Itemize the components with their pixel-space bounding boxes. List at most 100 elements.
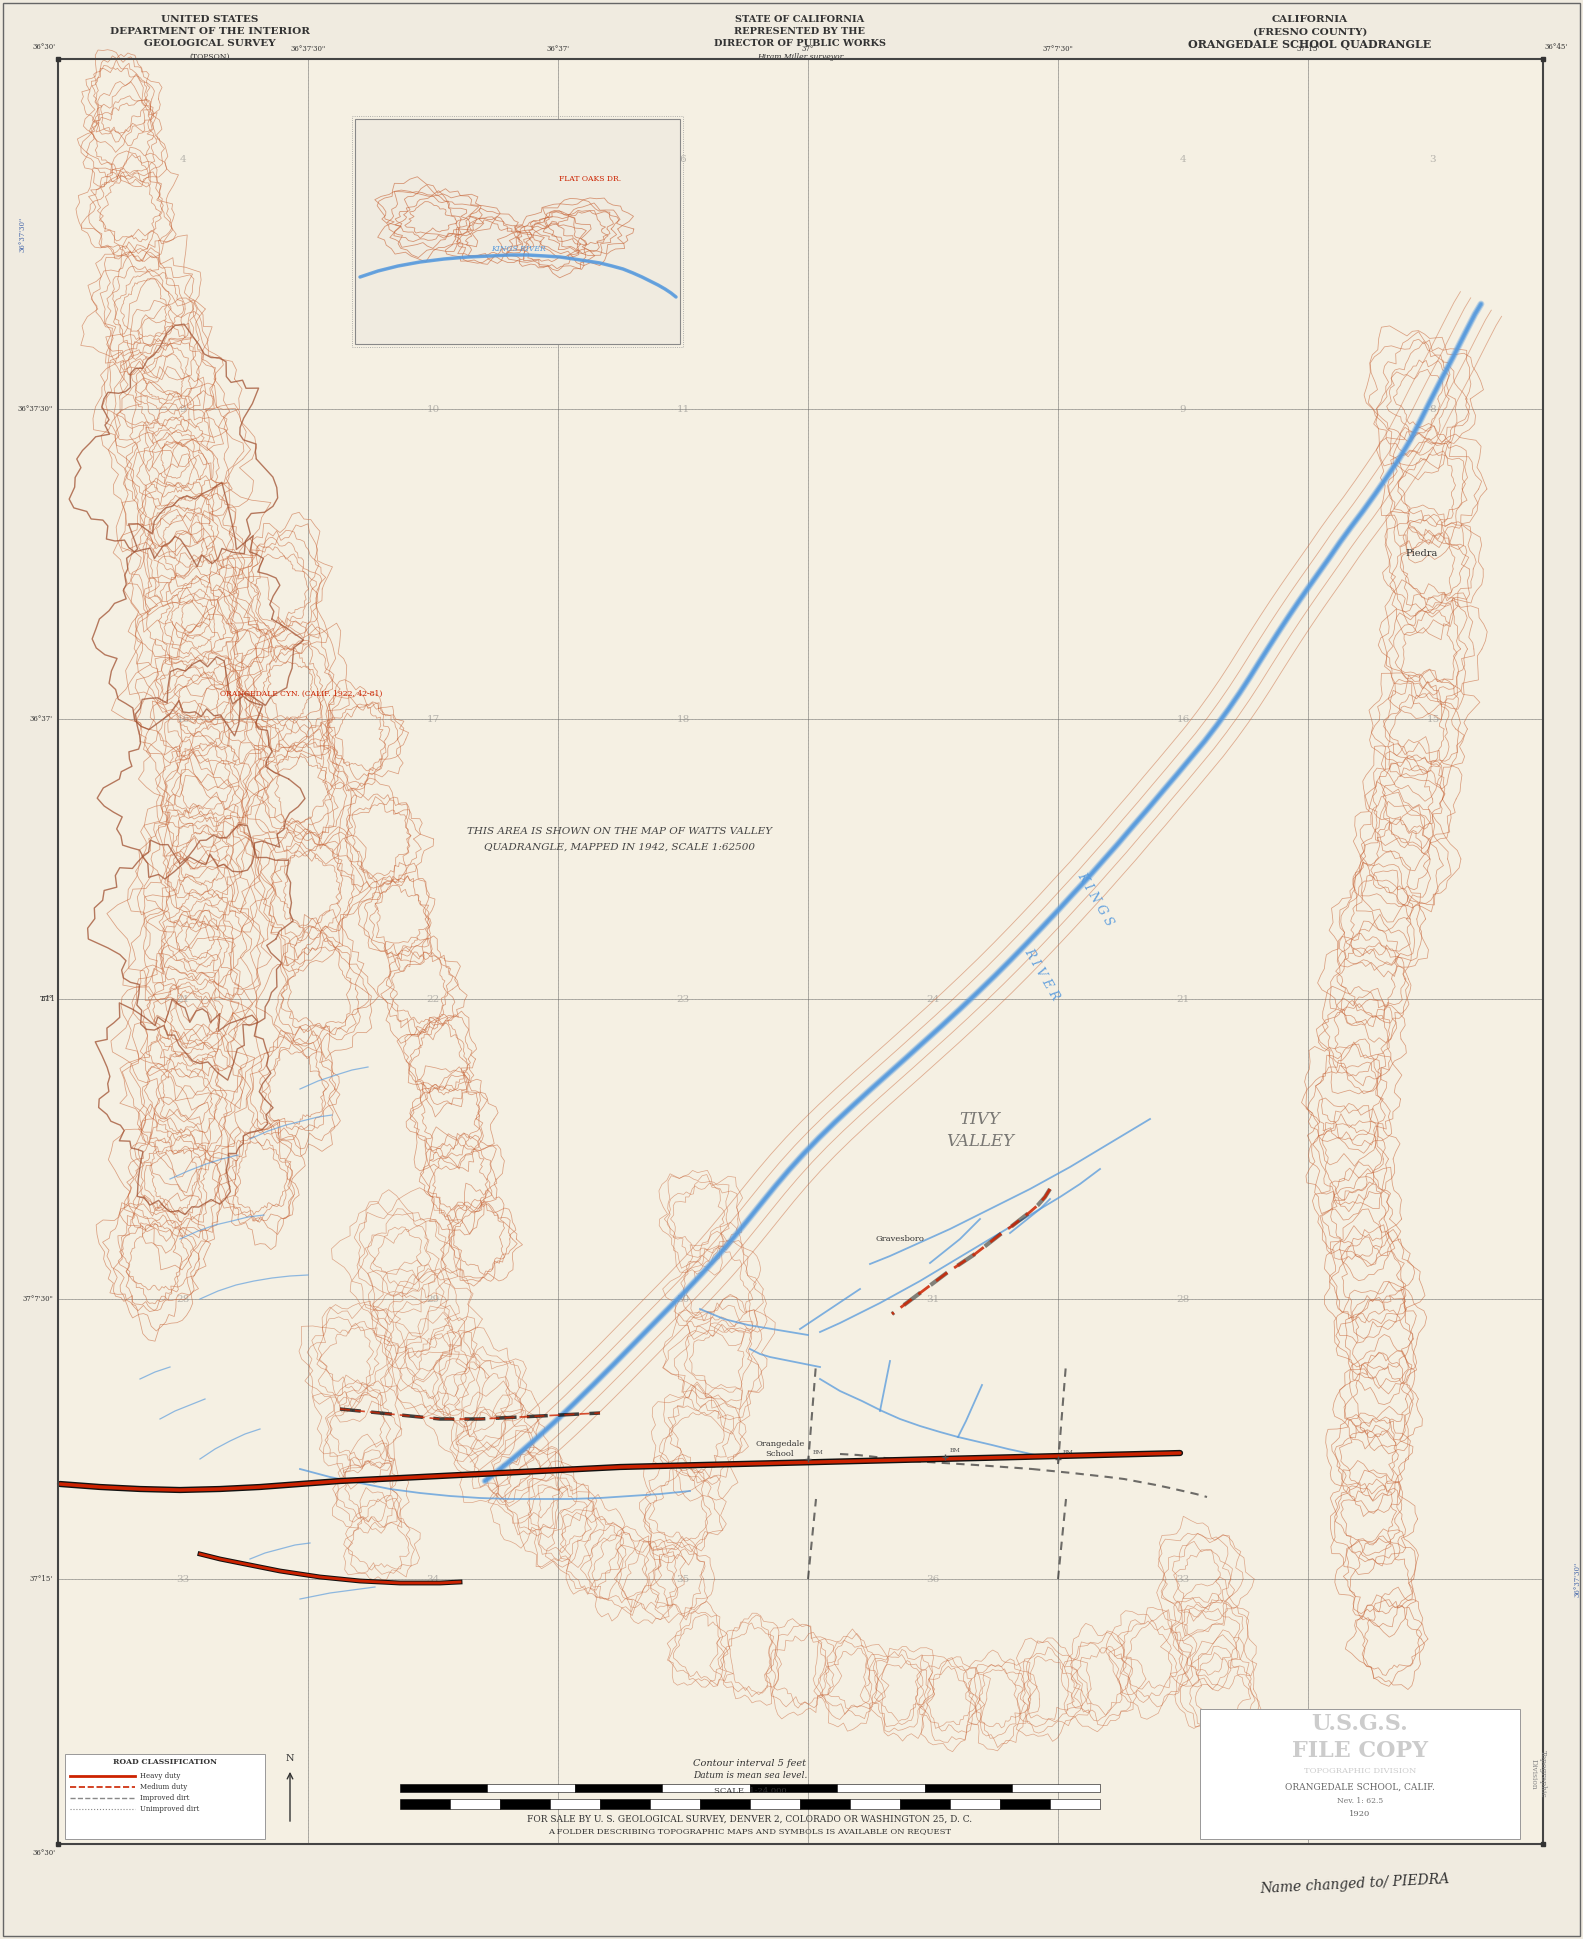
Text: N: N — [287, 1755, 294, 1763]
Text: 37°15': 37°15' — [1296, 45, 1320, 52]
Text: 28: 28 — [1176, 1295, 1190, 1303]
Text: FOR SALE BY U. S. GEOLOGICAL SURVEY, DENVER 2, COLORADO OR WASHINGTON 25, D. C.: FOR SALE BY U. S. GEOLOGICAL SURVEY, DEN… — [527, 1815, 972, 1823]
Text: 30: 30 — [676, 1295, 690, 1303]
Text: ORANGEDALE SCHOOL, CALIF.: ORANGEDALE SCHOOL, CALIF. — [1285, 1782, 1434, 1792]
Text: 36°37': 36°37' — [546, 45, 570, 52]
Text: Orangedale
School: Orangedale School — [755, 1441, 804, 1458]
Text: 18: 18 — [676, 714, 690, 723]
Bar — [575, 1784, 663, 1792]
Text: 37°7'30": 37°7'30" — [1043, 45, 1073, 52]
Text: ORANGEDALE CYN. (CALIF. 1922, 42-81): ORANGEDALE CYN. (CALIF. 1922, 42-81) — [220, 690, 383, 698]
Bar — [651, 1799, 700, 1809]
Text: BM: BM — [814, 1450, 823, 1454]
Text: Datum is mean sea level.: Datum is mean sea level. — [693, 1772, 807, 1780]
Text: TOPOGRAPHIC DIVISION: TOPOGRAPHIC DIVISION — [1304, 1766, 1417, 1774]
Text: U.S.G.S.: U.S.G.S. — [1312, 1712, 1409, 1735]
Bar — [549, 1799, 600, 1809]
Text: Topographic
Division: Topographic Division — [1531, 1751, 1547, 1797]
Text: DIRECTOR OF PUBLIC WORKS: DIRECTOR OF PUBLIC WORKS — [714, 39, 886, 48]
Text: 36°30': 36°30' — [33, 43, 55, 50]
Text: Hiram Miller surveyor: Hiram Miller surveyor — [757, 52, 844, 60]
Text: 9: 9 — [1179, 405, 1186, 413]
Text: 5: 5 — [429, 155, 437, 163]
Text: Improved dirt: Improved dirt — [139, 1794, 190, 1801]
Text: 15: 15 — [1426, 714, 1439, 723]
Bar — [600, 1799, 651, 1809]
Text: 37°15': 37°15' — [30, 1574, 52, 1582]
Text: STATE OF CALIFORNIA: STATE OF CALIFORNIA — [736, 14, 864, 23]
Text: 37°7'30": 37°7'30" — [22, 1295, 52, 1303]
Text: 37°: 37° — [41, 995, 52, 1002]
Text: 3: 3 — [1429, 155, 1436, 163]
Text: 16: 16 — [176, 714, 190, 723]
Text: 36: 36 — [926, 1574, 940, 1584]
Text: T.11: T.11 — [40, 995, 55, 1002]
Text: Unimproved dirt: Unimproved dirt — [139, 1805, 199, 1813]
Bar — [799, 1799, 850, 1809]
Text: TIVY: TIVY — [959, 1111, 1000, 1127]
Bar — [450, 1799, 500, 1809]
Text: 11: 11 — [676, 405, 690, 413]
Text: 4: 4 — [1179, 155, 1186, 163]
Text: Gravesboro: Gravesboro — [875, 1235, 924, 1243]
Text: 6: 6 — [679, 155, 687, 163]
Text: 29: 29 — [426, 1295, 440, 1303]
Bar — [400, 1784, 488, 1792]
Text: 31: 31 — [926, 1295, 940, 1303]
Text: 1920: 1920 — [1349, 1809, 1371, 1819]
Text: BM: BM — [950, 1448, 961, 1452]
Text: UNITED STATES: UNITED STATES — [161, 14, 258, 23]
Text: 36°37'30": 36°37'30" — [1574, 1561, 1581, 1596]
Text: 36°37'30": 36°37'30" — [19, 217, 27, 252]
Text: K I N G S: K I N G S — [1075, 871, 1116, 929]
Text: SCALE  1:24 000: SCALE 1:24 000 — [714, 1788, 787, 1796]
Bar — [924, 1784, 1013, 1792]
Bar — [1050, 1799, 1100, 1809]
Text: VALLEY: VALLEY — [947, 1132, 1015, 1150]
Text: KINGS RIVER: KINGS RIVER — [491, 244, 546, 252]
Bar — [65, 1755, 264, 1838]
Text: 10: 10 — [426, 405, 440, 413]
Text: 33: 33 — [176, 1574, 190, 1584]
Bar — [400, 1799, 450, 1809]
Text: REPRESENTED BY THE: REPRESENTED BY THE — [735, 27, 866, 37]
Bar — [950, 1799, 1000, 1809]
Bar — [1200, 1708, 1520, 1838]
Text: CALIFORNIA: CALIFORNIA — [1271, 14, 1349, 23]
Text: FLAT OAKS DR.: FLAT OAKS DR. — [559, 175, 621, 182]
Text: 23: 23 — [676, 995, 690, 1004]
Text: Contour interval 5 feet: Contour interval 5 feet — [693, 1759, 806, 1768]
Text: 35: 35 — [676, 1574, 690, 1584]
Bar — [1013, 1784, 1100, 1792]
Text: 33: 33 — [1176, 1574, 1190, 1584]
Text: (FRESNO COUNTY): (FRESNO COUNTY) — [1252, 27, 1368, 37]
Text: 22: 22 — [426, 995, 440, 1004]
Text: Medium duty: Medium duty — [139, 1784, 187, 1792]
Text: 9: 9 — [180, 405, 187, 413]
Text: 8: 8 — [1429, 405, 1436, 413]
Text: ROAD CLASSIFICATION: ROAD CLASSIFICATION — [112, 1759, 217, 1766]
Bar — [1000, 1799, 1050, 1809]
Bar — [351, 116, 682, 347]
Text: 24: 24 — [926, 995, 940, 1004]
Bar — [700, 1799, 750, 1809]
Text: BM: BM — [1064, 1450, 1073, 1454]
Bar — [850, 1799, 901, 1809]
Bar — [500, 1799, 549, 1809]
Text: 4: 4 — [180, 155, 187, 163]
Text: A FOLDER DESCRIBING TOPOGRAPHIC MAPS AND SYMBOLS IS AVAILABLE ON REQUEST: A FOLDER DESCRIBING TOPOGRAPHIC MAPS AND… — [548, 1827, 951, 1834]
Bar — [355, 118, 681, 343]
Text: 28: 28 — [176, 1295, 190, 1303]
Text: Piedra: Piedra — [1406, 549, 1437, 558]
Text: 36°37'30": 36°37'30" — [290, 45, 326, 52]
Text: 36°37'30": 36°37'30" — [17, 405, 52, 413]
Text: Heavy duty: Heavy duty — [139, 1772, 180, 1780]
Bar — [750, 1784, 837, 1792]
Text: R I V E R: R I V E R — [1023, 946, 1062, 1002]
Text: 36°30': 36°30' — [33, 1850, 55, 1858]
Text: (TOPSON): (TOPSON) — [190, 52, 230, 60]
Text: 21: 21 — [1176, 995, 1190, 1004]
Text: 36°37': 36°37' — [30, 715, 52, 723]
Text: 21: 21 — [176, 995, 190, 1004]
Text: 17: 17 — [426, 714, 440, 723]
